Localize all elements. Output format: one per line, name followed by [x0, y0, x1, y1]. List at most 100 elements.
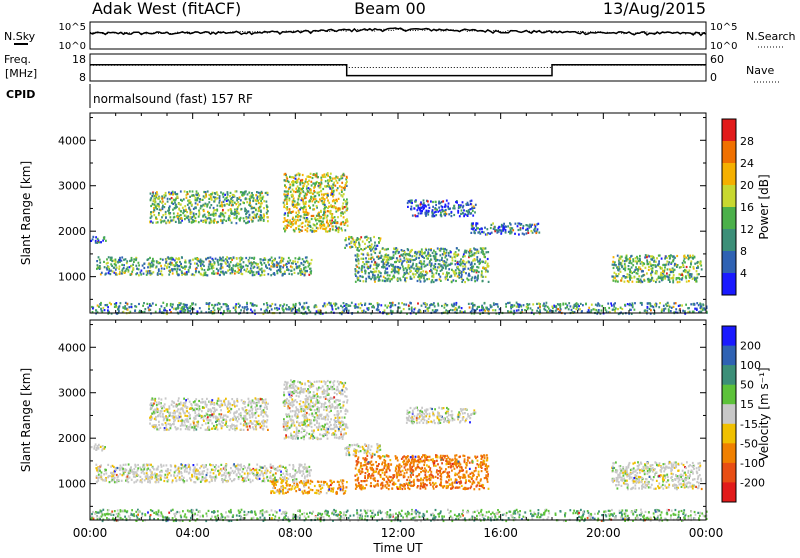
- data-cell: [253, 261, 255, 263]
- data-cell: [146, 270, 148, 272]
- data-cell: [529, 226, 531, 228]
- data-cell: [459, 261, 461, 263]
- data-cell: [452, 207, 454, 209]
- data-cell: [263, 200, 265, 202]
- data-cell: [511, 227, 513, 229]
- data-cell: [369, 248, 371, 250]
- data-cell: [457, 263, 459, 265]
- data-cell: [298, 209, 300, 211]
- data-cell: [107, 309, 109, 311]
- data-cell: [702, 309, 704, 311]
- data-cell: [373, 264, 375, 266]
- data-cell: [292, 308, 294, 310]
- data-cell: [312, 177, 314, 179]
- data-cell: [425, 274, 427, 276]
- data-cell: [384, 304, 386, 306]
- data-cell: [692, 311, 694, 313]
- data-cell: [478, 306, 480, 308]
- colorbar-segment: [722, 229, 736, 252]
- data-cell: [456, 247, 458, 249]
- data-cell: [158, 206, 160, 208]
- data-cell: [381, 266, 383, 268]
- data-cell: [507, 310, 509, 312]
- data-cell: [482, 267, 484, 269]
- data-cell: [159, 201, 161, 203]
- data-cell: [240, 309, 242, 311]
- data-cell: [536, 303, 538, 305]
- data-cell: [471, 278, 473, 280]
- data-cell: [637, 258, 639, 260]
- data-cell: [109, 481, 111, 483]
- data-cell: [249, 272, 251, 274]
- data-cell: [267, 304, 269, 306]
- data-cell: [305, 266, 307, 268]
- data-cell: [322, 202, 324, 204]
- data-cell: [309, 268, 311, 270]
- data-cell: [370, 239, 372, 241]
- data-cell: [139, 481, 141, 483]
- data-cell: [197, 258, 199, 260]
- data-cell: [195, 206, 197, 208]
- data-cell: [165, 211, 167, 213]
- data-cell: [422, 206, 424, 208]
- data-cell: [409, 268, 411, 270]
- data-cell: [231, 213, 233, 215]
- data-cell: [453, 272, 455, 274]
- data-cell: [436, 270, 438, 272]
- data-cell: [689, 273, 691, 275]
- data-cell: [632, 258, 634, 260]
- data-cell: [215, 464, 217, 466]
- data-cell: [266, 467, 268, 469]
- data-cell: [313, 190, 315, 192]
- data-cell: [308, 274, 310, 276]
- data-cell: [531, 309, 533, 311]
- data-cell: [313, 173, 315, 175]
- data-cell: [181, 256, 183, 258]
- data-cell: [260, 203, 262, 205]
- data-cell: [158, 479, 160, 481]
- data-cell: [464, 281, 466, 283]
- data-cell: [518, 233, 520, 235]
- data-cell: [184, 266, 186, 268]
- data-cell: [289, 208, 291, 210]
- data-cell: [322, 305, 324, 307]
- data-cell: [152, 193, 154, 195]
- data-cell: [425, 310, 427, 312]
- data-cell: [239, 305, 241, 307]
- data-cell: [472, 269, 474, 271]
- data-cell: [96, 260, 98, 262]
- data-cell: [635, 257, 637, 259]
- data-cell: [481, 270, 483, 272]
- data-cell: [322, 188, 324, 190]
- data-cell: [160, 464, 162, 466]
- data-cell: [562, 303, 564, 305]
- data-cell: [387, 280, 389, 282]
- data-cell: [468, 303, 470, 305]
- data-cell: [668, 310, 670, 312]
- data-cell: [427, 258, 429, 260]
- data-cell: [308, 265, 310, 267]
- data-cell: [670, 277, 672, 279]
- data-cell: [362, 253, 364, 255]
- data-cell: [267, 273, 269, 275]
- data-cell: [303, 302, 305, 304]
- data-cell: [193, 464, 195, 466]
- data-cell: [159, 273, 161, 275]
- data-cell: [617, 308, 619, 310]
- data-cell: [127, 481, 129, 483]
- data-cell: [236, 208, 238, 210]
- data-cell: [254, 304, 256, 306]
- data-cell: [633, 271, 635, 273]
- data-cell: [333, 303, 335, 305]
- data-cell: [604, 307, 606, 309]
- data-cell: [265, 192, 267, 194]
- data-cell: [320, 211, 322, 213]
- data-cell: [648, 263, 650, 265]
- data-cell: [271, 308, 273, 310]
- data-cell: [171, 306, 173, 308]
- data-cell: [376, 256, 378, 258]
- data-cell: [298, 212, 300, 214]
- data-cell: [423, 260, 425, 262]
- data-cell: [195, 213, 197, 215]
- data-cell: [395, 251, 397, 253]
